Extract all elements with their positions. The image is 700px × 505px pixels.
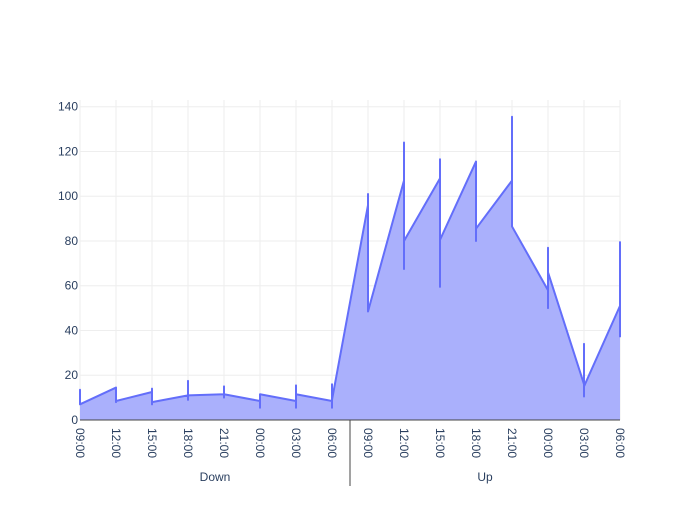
x-tick-label: 15:00 (433, 428, 447, 458)
y-tick-label: 0 (71, 413, 78, 427)
y-tick-label: 20 (65, 368, 79, 382)
x-tick-label: 12:00 (397, 428, 411, 458)
series-line (79, 115, 621, 409)
x-tick-label: 18:00 (181, 428, 195, 458)
x-group-label: Down (200, 470, 231, 484)
x-tick-label: 03:00 (289, 428, 303, 458)
y-tick-label: 40 (65, 323, 79, 337)
axes: 0 20 40 60 80 100 120 140 09:00 12:00 15:00 18:00 21… (58, 100, 627, 486)
x-tick-label: 09:00 (361, 428, 375, 458)
y-tick-label: 80 (65, 234, 79, 248)
y-tick-label: 100 (58, 189, 78, 203)
x-tick-label: 06:00 (325, 428, 339, 458)
x-tick-label: 00:00 (253, 428, 267, 458)
area-fill (80, 116, 620, 421)
x-tick-label: 00:00 (541, 428, 555, 458)
x-tick-label: 15:00 (145, 428, 159, 458)
x-tick-label: 12:00 (109, 428, 123, 458)
x-tick-label: 18:00 (469, 428, 483, 458)
y-tick-label: 120 (58, 144, 78, 158)
x-tick-label: 03:00 (577, 428, 591, 458)
x-tick-label: 21:00 (505, 428, 519, 458)
area-series (79, 115, 621, 421)
x-tick-label: 21:00 (217, 428, 231, 458)
x-group-label: Up (477, 470, 493, 484)
x-tick-label: 06:00 (613, 428, 627, 458)
y-tick-label: 140 (58, 100, 78, 114)
x-tick-label: 09:00 (73, 428, 87, 458)
y-tick-label: 60 (65, 279, 79, 293)
